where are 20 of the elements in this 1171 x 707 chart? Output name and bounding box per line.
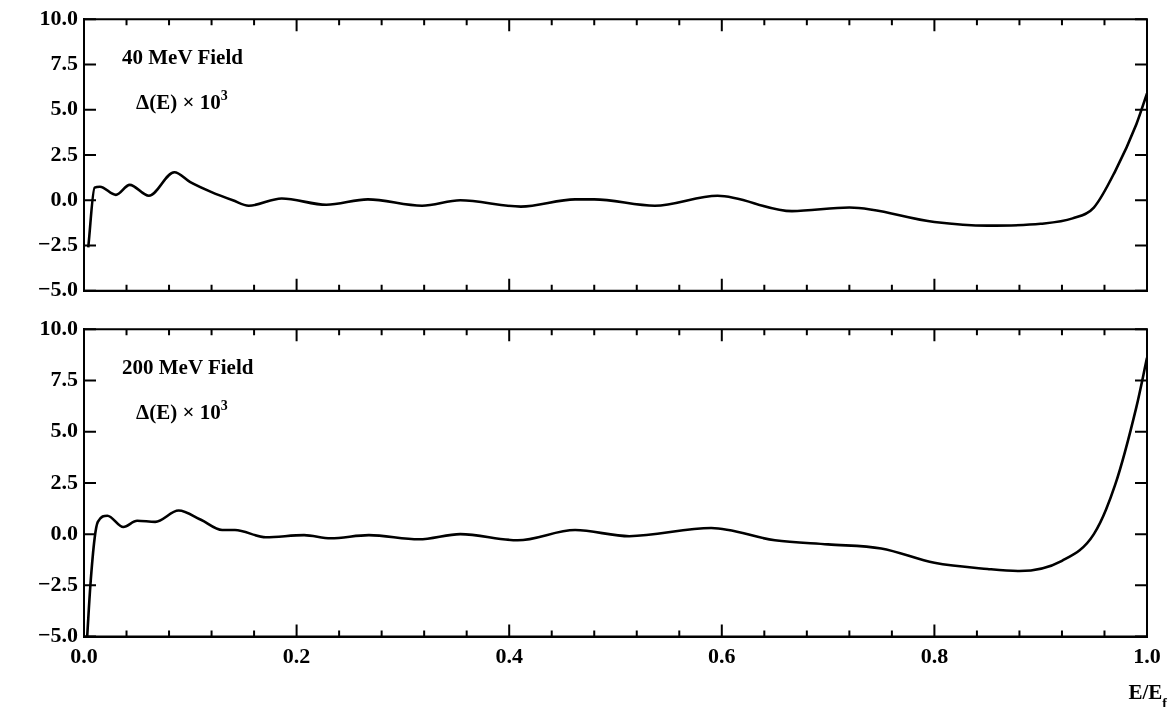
x-tick-label: 0.6 [708,643,736,669]
y-tick-label: 7.5 [50,366,78,392]
x-tick-label: 0.2 [282,643,311,669]
y-tick-label: 0.0 [50,519,78,545]
y-tick-label: 2.5 [50,140,78,166]
y-tick-label: −5.0 [37,276,78,302]
annotation: 40 MeV Field [122,45,244,70]
x-tick-label: 1.0 [1133,643,1161,669]
y-tick-label: 10.0 [39,4,78,30]
y-tick-label: 0.0 [50,185,78,211]
y-tick-label: 10.0 [39,314,78,340]
y-tick-label: 5.0 [50,95,78,121]
y-tick-label: −2.5 [37,571,78,597]
y-tick-label: 7.5 [50,50,78,76]
annotation: 200 MeV Field [122,355,254,380]
y-tick-label: 5.0 [50,417,78,443]
x-tick-label: 0.4 [495,643,523,669]
x-tick-label: 0.8 [920,643,949,669]
y-tick-label: 2.5 [50,468,78,494]
y-tick-label: −2.5 [37,231,78,257]
